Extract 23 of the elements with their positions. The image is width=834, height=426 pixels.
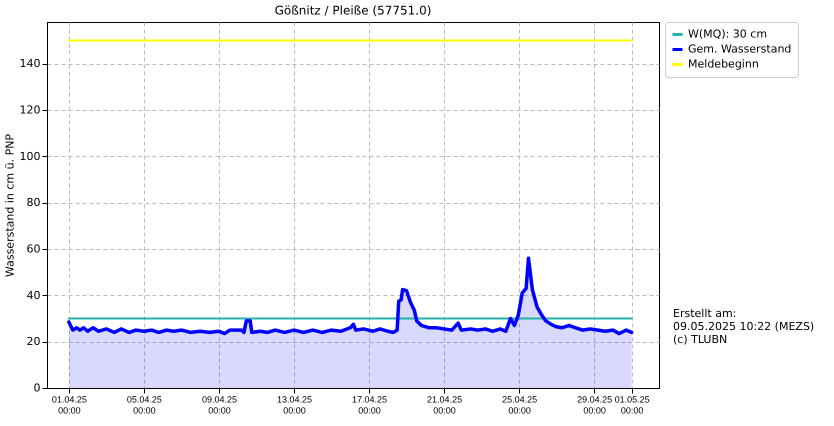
x-tick-label: 13.04.25 00:00 — [276, 394, 312, 416]
y-tick-label: 0 — [34, 382, 40, 394]
chart-title: Gößnitz / Pleiße (57751.0) — [274, 4, 432, 18]
legend-label: W(MQ): 30 cm — [688, 28, 768, 40]
x-tick-label: 25.04.25 00:00 — [502, 394, 538, 416]
text: Erstellt am: 09.05.2025 10:22 (MEZS) (c) TLUBN — [673, 307, 814, 346]
y-tick-label: 140 — [20, 57, 40, 70]
x-tick-label: 01.04.25 00:00 — [52, 394, 87, 416]
legend-label: Meldebeginn — [688, 58, 759, 70]
y-tick-label: 40 — [26, 288, 40, 302]
legend-label: Gem. Wasserstand — [688, 42, 792, 56]
x-tick-label: 21.04.25 00:00 — [427, 394, 462, 416]
y-tick-label: 120 — [20, 104, 40, 117]
x-tick-label: 05.04.25 00:00 — [126, 394, 162, 416]
y-tick-label: 60 — [26, 242, 40, 256]
y-tick-label: 80 — [26, 196, 40, 210]
x-tick-label: 01.05.25 00:00 — [614, 394, 650, 416]
x-tick-label: 17.04.25 00:00 — [352, 394, 388, 416]
y-axis-title: Wasserstand in cm ü. PNP — [4, 134, 17, 278]
x-tick-label: 29.04.25 00:00 — [577, 394, 612, 416]
y-tick-label: 100 — [20, 150, 40, 163]
x-tick-label: 09.04.25 00:00 — [202, 394, 237, 416]
y-tick-label: 20 — [26, 335, 40, 348]
